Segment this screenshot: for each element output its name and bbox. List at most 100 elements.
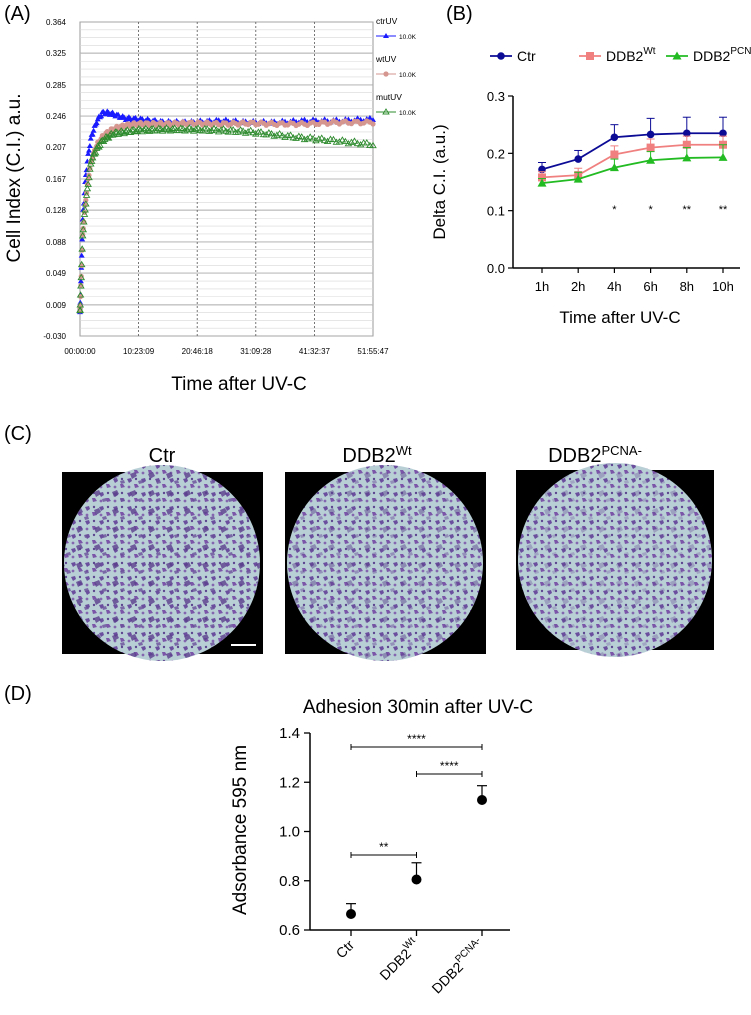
chart-d-y-ticks: 0.6 0.8 1.0 1.2 1.4 [279,725,310,939]
chart-b-marker [610,150,619,159]
chart-a-series [76,108,377,315]
chart-a-series-mutUV [76,124,377,314]
image-title: DDB2PCNA- [548,443,642,467]
chart-a-marker [344,139,353,147]
chart-a-y-tick-label: 0.049 [46,269,67,278]
chart-a-marker [140,126,148,133]
chart-a-x-tick-label: 20:46:18 [182,347,214,356]
chart-a-legend-sub: 10.0K [399,34,417,41]
chart-b-series [537,116,728,187]
image-title: DDB2Wt [342,443,412,467]
chart-a-marker [281,133,289,141]
chart-d-bracket-label: ** [379,840,389,854]
chart-b-significance-mark: * [612,204,617,216]
panel-label-b: (B) [446,3,473,25]
chart-b-series-0 [538,116,727,174]
chart-a-marker [117,127,125,134]
chart-a-marker [273,131,281,138]
chart-a-marker [77,293,84,300]
chart-d-title: Adhesion 30min after UV-C [303,697,533,718]
chart-a-marker [350,137,359,144]
chart-d-points [346,785,487,919]
chart-d-point [477,794,487,805]
chart-a-marker [306,133,314,140]
chart-d-y-tick-label: 0.6 [279,922,300,939]
chart-b-y-tick-label: 0.2 [487,146,505,161]
chart-a-marker [275,129,284,137]
chart-d: Adhesion 30min after UV-C 0.6 0.8 1.0 1.2 1.… [230,697,533,997]
chart-b-marker [610,133,619,142]
chart-b-legend-label: Ctr [517,48,536,64]
chart-a-marker [85,150,92,156]
chart-a-marker [77,278,84,284]
chart-b-marker [573,174,583,183]
chart-a-marker [98,113,105,119]
chart-a-y-tick-label: 0.325 [46,49,67,58]
chart-b-y-tick-label: 0.0 [487,261,505,276]
chart-a-marker [383,71,389,77]
chart-b-y-tick-label: 0.3 [487,89,505,104]
chart-a-marker [347,138,356,145]
chart-a-y-tick-label: 0.009 [46,301,67,310]
image-titles: Ctr DDB2Wt DDB2PCNA- [149,443,642,467]
chart-a-marker [338,136,347,143]
chart-b-marker [609,163,619,172]
chart-a-marker [369,141,377,149]
chart-a-marker [335,138,344,145]
chart-a-marker [138,127,147,135]
chart-a-y-ticks: -0.030 0.009 0.049 0.088 0.128 0.167 0.207 0.24… [43,18,66,341]
chart-a-grid [80,21,373,337]
panel-label-d: (D) [4,683,32,705]
chart-a-marker [278,131,287,139]
chart-a-marker [78,282,84,289]
chart-a-marker [270,132,278,139]
chart-d-x-tick-label: Ctr [333,937,358,962]
chart-a-y-tick-label: 0.128 [46,206,67,215]
chart-a-marker [77,282,85,289]
chart-a-marker [79,236,86,242]
chart-b-series-2 [537,144,728,187]
chart-a-marker [89,131,96,137]
chart-a-marker [81,206,89,213]
chart-b-legend-label: DDB2Wt [606,46,656,64]
chart-b-y-ticks: 0.0 0.1 0.2 0.3 [487,89,513,276]
chart-a-marker [80,232,86,238]
chart-a: -0.030 0.009 0.049 0.088 0.128 0.167 0.207 0.24… [4,16,417,395]
chart-d-x-tick-label: DDB2Wt [375,935,423,983]
chart-a-marker [154,124,163,131]
chart-a-marker [158,127,167,134]
chart-d-x-tick-label: DDB2PCNA- [427,935,488,996]
chart-b-y-label: Delta C.I. (a.u.) [430,124,449,239]
chart-a-marker [78,231,87,239]
image-title: Ctr [149,445,176,467]
chart-a-marker [246,126,255,134]
chart-d-bracket-label: **** [407,732,426,746]
chart-a-x-label: Time after UV-C [171,374,307,395]
chart-b-line [541,156,724,185]
chart-a-x-tick-label: 41:32:37 [299,347,331,356]
chart-b-marker [646,143,655,152]
chart-a-marker [131,127,140,135]
chart-a-marker [315,135,323,142]
chart-a-marker [82,200,90,207]
chart-a-marker [297,133,306,140]
chart-b-x-tick-label: 2h [571,279,585,294]
chart-d-point [346,908,356,919]
chart-a-marker [80,218,88,225]
chart-a-marker [93,120,100,126]
chart-a-marker [82,191,91,198]
chart-b-marker [646,155,656,164]
chart-a-y-label: Cell Index (C.I.) a.u. [4,94,25,263]
chart-b-x-tick-label: 1h [535,279,549,294]
chart-a-y-tick-label: 0.167 [46,175,67,184]
chart-b-marker [574,155,582,163]
chart-b-line [541,143,723,179]
chart-a-marker [135,124,143,132]
chart-a-marker [76,301,85,308]
chart-a-vertical-grid [138,22,315,336]
chart-a-x-tick-label: 31:09:28 [240,347,272,356]
chart-b-marker [682,140,691,149]
chart-a-marker [91,149,100,156]
chart-a-marker [181,127,189,134]
